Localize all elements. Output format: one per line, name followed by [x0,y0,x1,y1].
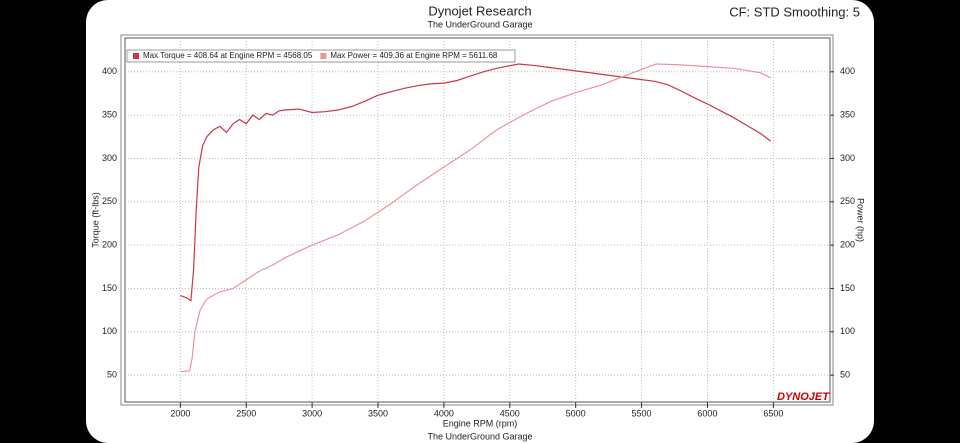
legend-label: Max Torque = 408.64 at Engine RPM = 4568… [143,51,313,60]
y-tick-label: 150 [102,283,117,293]
y2-axis-label: Power (hp) [856,198,866,242]
y2-tick-label: 200 [840,240,855,250]
legend-label: Max Power = 409.36 at Engine RPM = 5611.… [330,51,498,60]
x-tick-label: 3500 [368,408,388,418]
footer: The UnderGround Garage [427,431,532,441]
series-line [180,63,772,302]
x-tick-label: 6000 [697,408,717,418]
x-axis-label: Engine RPM (rpm) [443,418,518,428]
y-tick-label: 50 [107,370,117,380]
y-tick-label: 300 [102,153,117,163]
corner-text: CF: STD Smoothing: 5 [729,4,860,19]
x-tick-label: 2000 [170,408,190,418]
x-tick-label: 2500 [236,408,256,418]
y-tick-label: 400 [102,66,117,76]
plot-area [124,37,831,403]
chart-title: Dynojet Research [428,3,531,18]
y2-tick-label: 50 [840,370,850,380]
y2-tick-label: 100 [840,326,855,336]
y2-tick-label: 250 [840,196,855,206]
x-tick-label: 5000 [566,408,586,418]
y-axis-label: Torque (ft-lbs) [90,192,100,248]
y-tick-label: 250 [102,196,117,206]
series-line [180,63,771,373]
legend-swatch [133,53,139,59]
y-tick-label: 100 [102,326,117,336]
y2-tick-label: 300 [840,153,855,163]
y2-tick-label: 400 [840,66,855,76]
x-tick-label: 5500 [632,408,652,418]
y-tick-label: 350 [102,110,117,120]
y-tick-label: 200 [102,240,117,250]
x-tick-label: 6500 [763,408,783,418]
legend-swatch [320,53,327,59]
chart-subtitle: The UnderGround Garage [427,19,532,29]
y2-tick-label: 150 [840,283,855,293]
y2-tick-label: 350 [840,110,855,120]
x-tick-label: 3000 [302,408,322,418]
x-tick-label: 4000 [434,408,454,418]
logo: DYNOJET [777,391,830,403]
x-tick-label: 4500 [500,408,520,418]
